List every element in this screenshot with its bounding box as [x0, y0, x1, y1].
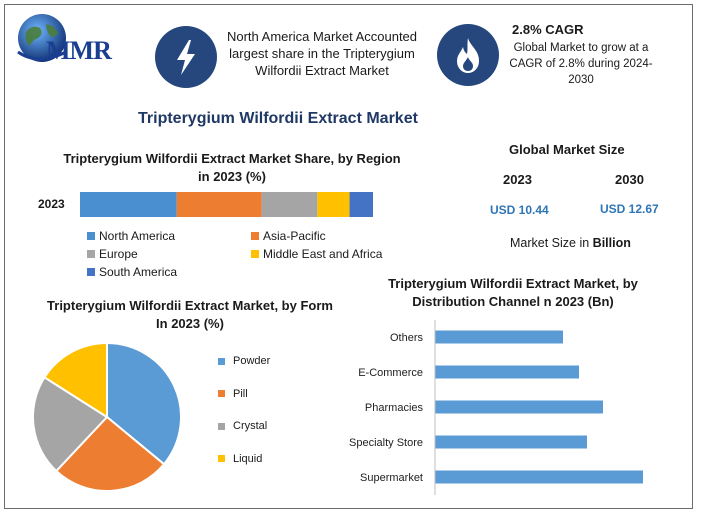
bar-supermarket [435, 470, 643, 484]
legend-swatch [218, 390, 225, 397]
pie-slice-crystal [32, 375, 109, 473]
legend-label: North America [99, 229, 176, 243]
region-stacked-bar [80, 192, 373, 217]
legend-swatch [87, 268, 95, 276]
year-2023-label: 2023 [503, 172, 532, 187]
legend-item-north-america: North America [87, 229, 175, 243]
pie-slice-powder [106, 341, 182, 466]
stack-segment-europe [261, 192, 318, 217]
category-label-supermarket: Supermarket [360, 472, 423, 484]
legend-item-middle-east-and-africa: Middle East and Africa [251, 247, 382, 261]
bar-others [435, 330, 563, 344]
legend-swatch [251, 232, 259, 240]
legend-item-asia-pacific: Asia-Pacific [251, 229, 326, 243]
legend-label: Europe [99, 247, 138, 261]
market-value-2023: USD 10.44 [490, 203, 549, 217]
legend-swatch [218, 422, 225, 430]
legend-item-liquid: Liquid [218, 453, 262, 465]
legend-item-crystal: Crystal [218, 420, 267, 432]
bar-pharmacies [435, 400, 603, 414]
legend-swatch [87, 232, 95, 240]
region-bar-category: 2023 [38, 197, 65, 211]
market-size-unit: Market Size in Billion [510, 236, 631, 250]
globe-icon [17, 14, 67, 62]
legend-item-powder: Powder [218, 355, 270, 367]
flame-icon [457, 38, 479, 73]
legend-item-pill: Pill [218, 388, 248, 400]
stack-segment-asia-pacific [176, 192, 262, 217]
lightning-icon [177, 40, 195, 75]
legend-label: Liquid [233, 452, 263, 465]
stack-segment-north-america [80, 192, 177, 217]
pie-slice-pill [54, 415, 166, 492]
info-badge-2 [437, 24, 499, 86]
channel-bar-chart: Others E-Commerce Pharmacies Specialty Stor… [349, 320, 643, 495]
legend-label: Powder [233, 355, 271, 367]
legend-swatch [218, 455, 225, 462]
region-highlight-text: North America Market Accounted largest s… [226, 29, 418, 78]
legend-swatch [87, 250, 95, 258]
category-label-specialty-store: Specialty Store [349, 437, 423, 449]
mmr-logo: MMR [12, 12, 142, 68]
info-badge-1 [155, 26, 217, 88]
legend-label: Crystal [233, 420, 268, 432]
legend-label: Asia-Pacific [263, 229, 326, 243]
legend-label: Pill [233, 387, 248, 400]
stack-segment-middle-east-and-africa [317, 192, 350, 217]
category-label-pharmacies: Pharmacies [365, 402, 424, 414]
region-chart-title: Tripterygium Wilfordii Extract Market Sh… [63, 151, 401, 184]
form-pie-chart [32, 341, 182, 492]
channel-chart-title: Tripterygium Wilfordii Extract Market, b… [388, 276, 638, 309]
bar-specialty-store [435, 435, 587, 449]
legend-label: South America [99, 265, 178, 279]
logo-text: MMR [46, 36, 112, 65]
cagr-title: 2.8% CAGR [512, 22, 584, 37]
legend-item-south-america: South America [87, 265, 177, 279]
market-value-2030: USD 12.67 [600, 202, 659, 216]
legend-label: Middle East and Africa [263, 247, 383, 261]
stack-segment-south-america [349, 192, 373, 217]
main-title: Tripterygium Wilfordii Extract Market [138, 110, 418, 127]
legend-swatch [218, 357, 225, 365]
bar-e-commerce [435, 365, 579, 379]
unit-prefix: Market Size in [510, 236, 593, 250]
unit-bold: Billion [592, 236, 631, 250]
form-chart-title: Tripterygium Wilfordii Extract Market, b… [47, 298, 333, 331]
pie-slice-liquid [43, 341, 108, 419]
market-size-title: Global Market Size [509, 142, 625, 157]
category-label-e-commerce: E-Commerce [358, 367, 423, 379]
year-2030-label: 2030 [615, 172, 644, 187]
category-label-others: Others [390, 332, 424, 344]
legend-swatch [251, 250, 259, 258]
cagr-description: Global Market to grow at a CAGR of 2.8% … [509, 42, 653, 86]
legend-item-europe: Europe [87, 247, 138, 261]
